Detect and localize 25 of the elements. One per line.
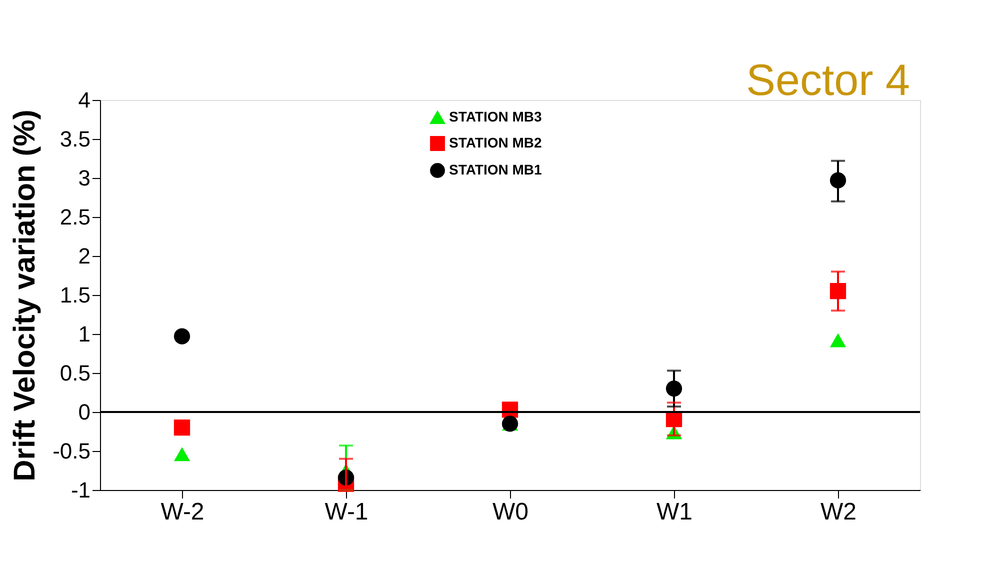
y-tick-label: 1.5 bbox=[60, 282, 90, 308]
y-tick-label: 1 bbox=[78, 322, 90, 346]
point bbox=[830, 333, 846, 348]
point bbox=[174, 447, 190, 462]
x-tick-label: W2 bbox=[820, 498, 856, 526]
y-tick-label: 2.5 bbox=[60, 204, 90, 230]
legend-label: STATION MB3 bbox=[449, 108, 542, 124]
y-tick-label: 0 bbox=[78, 400, 90, 424]
y-tick-label: -1 bbox=[70, 478, 90, 502]
x-tick-label: W-2 bbox=[160, 498, 204, 526]
legend-label: STATION MB1 bbox=[449, 162, 542, 178]
y-tick-label: 0.5 bbox=[60, 360, 90, 386]
legend-label: STATION MB2 bbox=[449, 134, 542, 150]
x-tick-label: W-1 bbox=[324, 498, 368, 526]
point bbox=[174, 420, 190, 436]
point bbox=[174, 328, 190, 344]
x-tick-label: W0 bbox=[492, 498, 528, 526]
y-tick-label: 2 bbox=[78, 244, 90, 268]
x-tick-label: W1 bbox=[656, 498, 692, 526]
y-tick-label: -0.5 bbox=[52, 438, 90, 464]
y-axis-title: Drift Velocity variation (%) bbox=[8, 110, 42, 482]
y-tick-label: 3.5 bbox=[60, 126, 90, 152]
y-tick-label: 4 bbox=[78, 88, 90, 112]
annotation: Sector 4 bbox=[746, 56, 910, 105]
y-tick-label: 3 bbox=[78, 166, 90, 190]
